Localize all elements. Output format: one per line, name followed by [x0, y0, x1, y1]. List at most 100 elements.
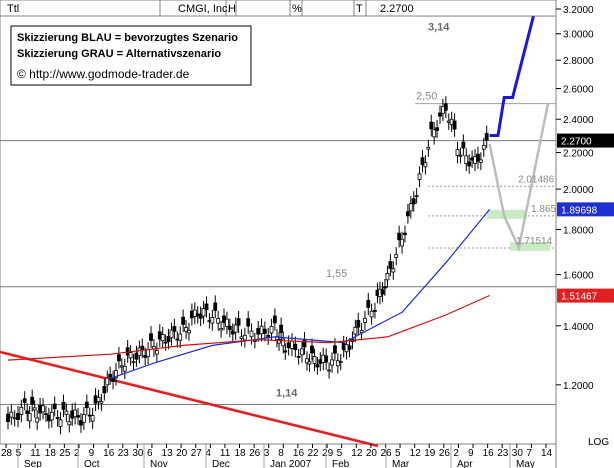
- price-bar-body-138: [408, 203, 413, 212]
- price-bar-body-114: [338, 361, 343, 363]
- x-day-label-28: 12: [410, 448, 422, 459]
- price-bar-body-0: [6, 413, 10, 423]
- level-annotations: 3,14 2,50 2.01486 1.865 1.71514 1,55 1,14: [276, 21, 556, 399]
- price-bar-body-128: [380, 289, 385, 295]
- header-col-pct: %: [292, 3, 302, 15]
- x-day-label-21: 22: [307, 448, 319, 459]
- price-bar-body-44: [134, 352, 139, 360]
- price-bar-body-3: [16, 413, 20, 421]
- price-bar-body-155: [458, 154, 463, 157]
- x-day-label-27: 5: [395, 448, 401, 459]
- price-bar-body-131: [388, 260, 393, 269]
- x-day-label-32: 9: [468, 448, 474, 459]
- x-day-label-15: 11: [220, 448, 231, 459]
- price-bar-body-111: [330, 359, 334, 366]
- price-bar-body-145: [429, 121, 434, 130]
- price-bar-body-9: [32, 407, 37, 411]
- price-bar-body-1: [9, 411, 14, 418]
- price-bar-body-76: [227, 325, 232, 330]
- price-bar-body-31: [96, 397, 101, 403]
- price-bar-body-34: [105, 377, 110, 386]
- x-day-label-11: 13: [162, 448, 174, 459]
- price-bar-body-32: [99, 401, 104, 404]
- price-bar-body-150: [443, 103, 448, 111]
- price-bar-body-19: [61, 401, 66, 410]
- price-bar-body-16: [52, 403, 57, 410]
- price-bar-body-87: [262, 328, 267, 334]
- price-bar-body-93: [279, 324, 284, 333]
- price-bar-body-35: [108, 373, 113, 378]
- price-bars: [6, 96, 489, 435]
- price-bar-body-8: [30, 396, 35, 405]
- price-bar-body-6: [25, 410, 30, 414]
- price-bar-body-4: [19, 406, 24, 415]
- price-bar-body-123: [366, 299, 371, 308]
- price-bar-body-75: [225, 318, 229, 327]
- price-bar-body-112: [333, 345, 337, 354]
- x-month-label-2: Nov: [150, 459, 168, 468]
- price-bar-body-71: [213, 302, 218, 311]
- price-tag-box-2: [557, 288, 614, 303]
- x-day-label-8: 23: [118, 448, 130, 459]
- x-day-label-25: 20: [366, 448, 378, 459]
- price-bar-body-82: [246, 318, 251, 327]
- y-tick-label-6: 2.0000: [563, 185, 594, 196]
- price-bar-body-97: [290, 340, 294, 349]
- price-bar-body-106: [315, 364, 320, 368]
- price-bar-body-81: [242, 334, 247, 341]
- price-tag-text-1: 1.89698: [561, 205, 598, 216]
- x-day-label-9: 30: [132, 448, 144, 459]
- x-day-label-30: 26: [439, 448, 451, 459]
- price-bar-body-46: [140, 345, 145, 351]
- y-tick-label-3: 2.6000: [563, 85, 594, 96]
- scenario-zones: [487, 209, 550, 251]
- price-bar-body-70: [210, 317, 215, 324]
- price-bar-body-164: [484, 132, 489, 141]
- price-bar-body-56: [169, 329, 174, 339]
- x-day-label-3: 18: [45, 448, 57, 459]
- x-day-label-31: 2: [453, 448, 459, 459]
- price-bar-body-146: [432, 129, 437, 138]
- y-tick-label-10: 1.2000: [563, 381, 594, 392]
- price-tag-box-1: [557, 202, 614, 217]
- price-bar-body-153: [452, 120, 457, 130]
- price-bar-body-135: [400, 238, 404, 247]
- x-axis-ticks: 2851118252916233061320274111826381622295…: [1, 444, 553, 468]
- anno-level-mid: 1,55: [326, 268, 347, 280]
- price-bar-body-38: [117, 354, 121, 362]
- header-col-t: T: [356, 3, 363, 15]
- price-bar-body-21: [67, 421, 72, 426]
- zone-171514: [510, 241, 550, 251]
- price-bar-body-45: [137, 347, 142, 356]
- symbol-name: CMGI, Inc.: [178, 3, 231, 15]
- price-bar-body-64: [192, 309, 197, 317]
- y-tick-label-4: 2.4000: [563, 115, 594, 126]
- x-day-label-18: 3: [264, 448, 270, 459]
- price-bar-body-140: [414, 195, 419, 198]
- price-bar-body-80: [239, 336, 244, 339]
- x-day-label-16: 18: [235, 448, 247, 459]
- header-bar: Ttl CMGI, Inc. H % T 2.2700: [0, 0, 557, 17]
- ma-slow-line: [7, 294, 490, 361]
- price-bar-body-15: [49, 411, 54, 421]
- anno-level-3: 1.71514: [516, 236, 553, 247]
- price-bar-body-83: [249, 330, 254, 338]
- price-bar-body-48: [146, 349, 151, 357]
- price-bar-body-61: [184, 327, 188, 332]
- legend-source-link[interactable]: © http://www.godmode-trader.de: [17, 67, 190, 81]
- x-month-label-4: Jan 2007: [270, 459, 312, 468]
- scenario-blue-path: [489, 15, 535, 137]
- price-bar-body-134: [397, 232, 402, 241]
- price-tag-text-2: 1.51467: [561, 292, 598, 303]
- price-bar-body-60: [181, 316, 186, 325]
- x-day-label-13: 27: [191, 448, 203, 459]
- price-bar-body-158: [467, 161, 472, 167]
- price-bar-body-109: [324, 355, 329, 363]
- price-bar-body-154: [455, 149, 460, 156]
- price-bar-body-86: [259, 325, 264, 335]
- price-bar-body-37: [114, 370, 118, 379]
- x-day-label-37: 14: [541, 448, 553, 459]
- y-axis-ticks: 3.2000 3.0000 2.8000 2.6000 2.4000 2.2000 2.00…: [556, 5, 609, 448]
- price-tags: 2.2700 1.89698 1.51467: [557, 133, 614, 303]
